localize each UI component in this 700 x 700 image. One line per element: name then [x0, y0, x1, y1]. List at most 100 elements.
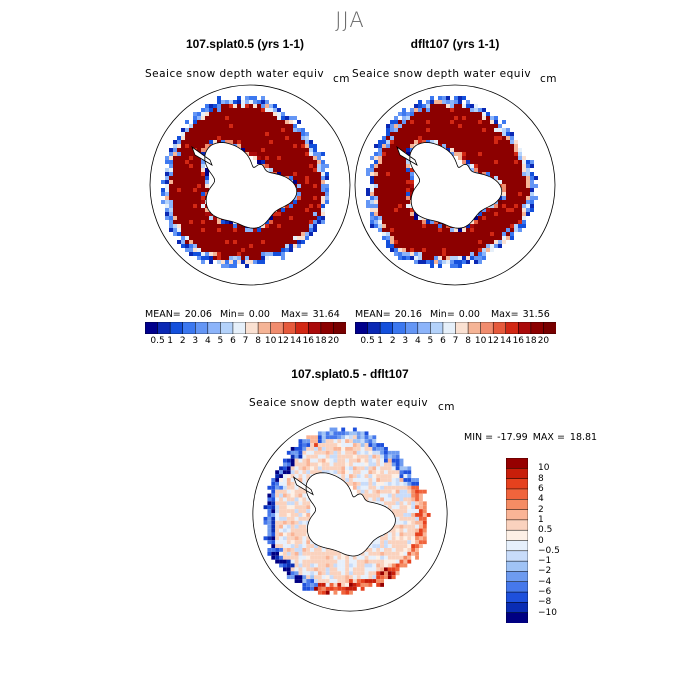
colorbar-tick-label: 1: [377, 336, 383, 346]
colorbar-tick-label: 10: [538, 463, 550, 474]
antarctica-coastline: [191, 142, 298, 229]
colorbar-box: [506, 529, 528, 542]
snow-depth-map-right: [354, 84, 556, 286]
colorbar-box: [232, 322, 247, 334]
colorbar-box: [506, 612, 528, 623]
colorbar-tick-label: −0.5: [538, 545, 560, 556]
colorbar-tick-label: 3: [402, 336, 409, 346]
colorbar-tick-label: 7: [452, 336, 459, 346]
colorbar-tick-label: 10: [474, 336, 487, 346]
max-label: Max=: [490, 309, 519, 320]
snow-depth-map-left: [149, 84, 351, 286]
colorbar-box: [506, 499, 528, 511]
colorbar-tick-label: 18: [525, 336, 537, 346]
colorbar-tick-label: 2: [538, 504, 544, 515]
colorbar-box: [257, 322, 272, 334]
colorbar-tick-label: 12: [277, 336, 289, 346]
max-value: 31.64: [312, 309, 340, 320]
colorbar-box: [506, 602, 528, 614]
difference-colorbar: [506, 458, 528, 623]
colorbar-box: [506, 509, 528, 521]
mean-label: MEAN=: [145, 309, 181, 320]
colorbar-tick-label: 0.5: [150, 336, 165, 346]
colorbar-box: [506, 540, 528, 552]
colorbar-tick-label: 20: [327, 336, 340, 346]
diff-variable-title: Seaice snow depth water equiv: [249, 397, 429, 409]
colorbar-right: [355, 322, 556, 334]
colorbar-box: [207, 322, 221, 334]
colorbar-tick-label: 2: [179, 336, 186, 346]
colorbar-tick-label: 6: [538, 483, 544, 494]
colorbar-tick-label: 6: [440, 336, 446, 346]
colorbar-tick-label: 14: [290, 336, 302, 346]
colorbar-box: [295, 322, 309, 334]
colorbar-box: [379, 322, 394, 334]
colorbar-labels-left: 0.5 1 2 3 4 5 6 7 8 10 12 14 16 18 20: [145, 336, 346, 348]
mean-value: 20.16: [394, 309, 422, 320]
colorbar-tick-label: 4: [204, 336, 211, 346]
colorbar-box: [506, 478, 528, 490]
colorbar-tick-label: 4: [414, 336, 421, 346]
colorbar-box: [195, 322, 209, 334]
colorbar-box: [245, 322, 259, 334]
variable-title-right: Seaice snow depth water equiv: [352, 68, 532, 80]
panel-title-left: 107.splat0.5 (yrs 1-1): [185, 37, 305, 51]
colorbar-tick-label: −4: [538, 576, 552, 587]
units-label-left: cm: [333, 73, 351, 85]
colorbar-box: [145, 322, 159, 334]
colorbar-box: [492, 322, 507, 334]
colorbar-box: [282, 322, 297, 334]
colorbar-box: [530, 322, 544, 334]
colorbar-tick-label: 1: [538, 514, 544, 525]
colorbar-box: [506, 488, 528, 500]
colorbar-tick-label: 7: [242, 336, 249, 346]
max-value: 18.81: [569, 432, 598, 443]
colorbar-box: [220, 322, 234, 334]
difference-colorbar-labels: 10 8 6 4 2 1 0.5 0 −0.5 −1 −2 −4 −6 −8 −10: [538, 458, 578, 623]
colorbar-tick-label: 16: [512, 336, 525, 346]
units-label-right: cm: [540, 73, 558, 85]
colorbar-box: [182, 322, 196, 334]
colorbar-box: [480, 322, 494, 334]
snow-depth-difference-map: [252, 416, 448, 612]
colorbar-tick-label: −1: [538, 556, 552, 567]
colorbar-tick-label: 8: [255, 336, 261, 346]
colorbar-box: [405, 322, 419, 334]
min-label: Min=: [429, 309, 455, 320]
colorbar-tick-label: 5: [427, 336, 434, 346]
colorbar-tick-label: 10: [264, 336, 277, 346]
colorbar-box: [270, 322, 284, 334]
colorbar-box: [506, 581, 528, 593]
colorbar-box: [355, 322, 369, 334]
colorbar-tick-label: 3: [192, 336, 199, 346]
colorbar-tick-label: 4: [538, 494, 544, 505]
colorbar-tick-label: 6: [230, 336, 236, 346]
colorbar-box: [543, 322, 556, 334]
colorbar-tick-label: −8: [538, 597, 552, 608]
colorbar-box: [333, 322, 346, 334]
colorbar-tick-label: 16: [302, 336, 315, 346]
colorbar-box: [442, 322, 457, 334]
min-value: 0.00: [248, 309, 270, 320]
antarctica-coastline: [396, 142, 503, 229]
colorbar-box: [506, 519, 528, 531]
colorbar-box: [506, 591, 528, 603]
colorbar-tick-label: 20: [537, 336, 550, 346]
colorbar-box: [308, 322, 322, 334]
colorbar-box: [430, 322, 444, 334]
colorbar-tick-label: 0.5: [360, 336, 375, 346]
colorbar-tick-label: 18: [315, 336, 327, 346]
mean-label: MEAN=: [355, 309, 391, 320]
stats-right: MEAN= 20.16 Min= 0.00 Max= 31.56: [355, 309, 550, 320]
colorbar-box: [506, 571, 528, 583]
mean-value: 20.06: [184, 309, 212, 320]
colorbar-box: [506, 468, 528, 480]
colorbar-box: [367, 322, 381, 334]
colorbar-box: [518, 322, 532, 334]
colorbar-box: [506, 550, 528, 562]
max-label: Max=: [280, 309, 309, 320]
min-value: 0.00: [458, 309, 480, 320]
max-value: 31.56: [522, 309, 550, 320]
colorbar-tick-label: 1: [167, 336, 173, 346]
max-label: MAX =: [532, 432, 565, 443]
